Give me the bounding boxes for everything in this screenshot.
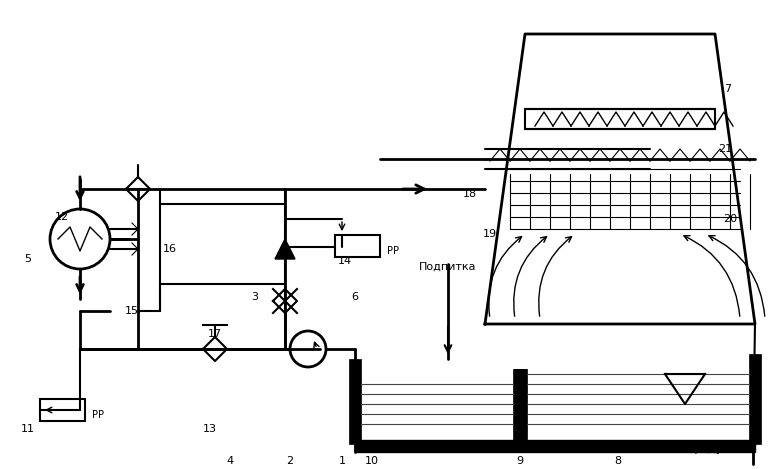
Text: 10: 10 xyxy=(365,456,379,466)
Text: 1: 1 xyxy=(339,456,346,466)
Text: 18: 18 xyxy=(463,189,477,199)
Bar xyxy=(335,235,380,257)
Text: 16: 16 xyxy=(163,244,177,254)
Bar xyxy=(349,359,361,444)
Circle shape xyxy=(290,331,326,367)
Text: Подпитка: Подпитка xyxy=(420,262,477,272)
Text: 21: 21 xyxy=(718,144,732,154)
Text: 4: 4 xyxy=(226,456,233,466)
Bar xyxy=(514,369,526,444)
Text: РР: РР xyxy=(387,246,399,256)
Bar xyxy=(355,440,755,452)
Text: 6: 6 xyxy=(352,292,359,302)
Polygon shape xyxy=(275,239,295,259)
Text: 11: 11 xyxy=(21,424,35,434)
Text: Продувка: Продувка xyxy=(686,444,743,454)
Text: 3: 3 xyxy=(251,292,258,302)
Text: 12: 12 xyxy=(55,212,69,222)
Bar xyxy=(513,369,527,452)
Text: 20: 20 xyxy=(723,214,737,224)
Text: 2: 2 xyxy=(286,456,293,466)
Text: 15: 15 xyxy=(125,306,139,316)
Text: 9: 9 xyxy=(516,456,523,466)
Text: РР: РР xyxy=(92,410,104,420)
Bar xyxy=(40,399,85,421)
Text: 5: 5 xyxy=(24,254,31,264)
Text: 19: 19 xyxy=(483,229,497,239)
Text: 13: 13 xyxy=(203,424,217,434)
Text: 8: 8 xyxy=(615,456,622,466)
Text: 17: 17 xyxy=(208,329,222,339)
Text: 7: 7 xyxy=(725,84,732,94)
Bar xyxy=(525,109,715,129)
Bar xyxy=(749,354,761,444)
Text: 14: 14 xyxy=(338,256,352,266)
